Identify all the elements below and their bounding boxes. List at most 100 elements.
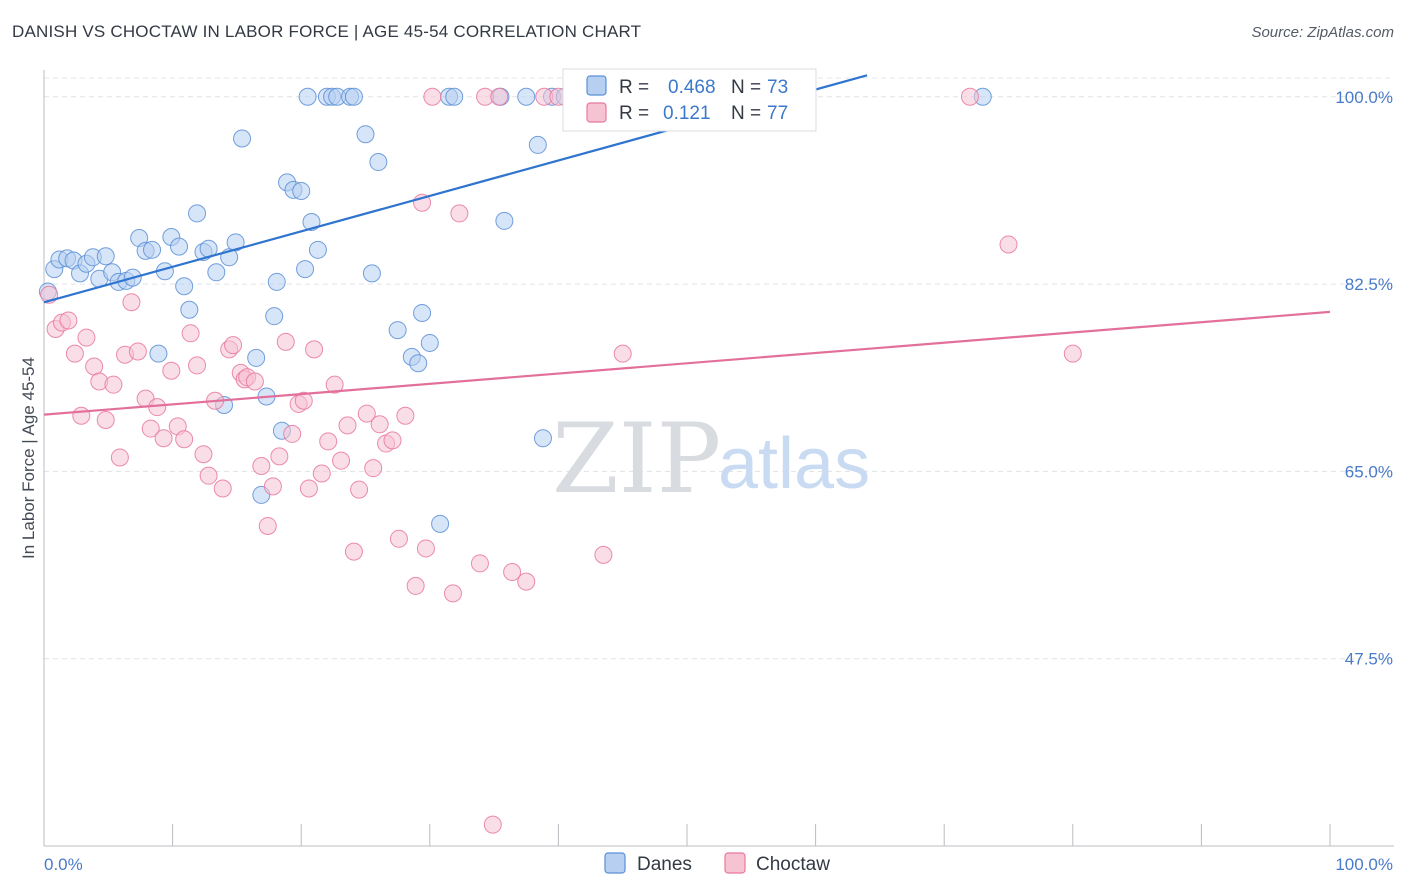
legend-swatch-danes bbox=[586, 75, 607, 96]
y-tick-label-2: 65.0% bbox=[1345, 462, 1393, 481]
point-danes-22 bbox=[180, 300, 199, 319]
point-choctaw-25 bbox=[199, 466, 218, 485]
legend-n-value-danes: 73 bbox=[767, 77, 788, 98]
y-tick-labels: 100.0% 82.5% 65.0% 47.5% bbox=[1335, 88, 1393, 669]
point-choctaw-45 bbox=[319, 432, 338, 451]
trend-line-choctaw bbox=[43, 310, 1331, 416]
point-choctaw-68 bbox=[503, 562, 522, 581]
y-axis-label: In Labor Force | Age 45-54 bbox=[19, 357, 38, 559]
point-choctaw-35 bbox=[258, 516, 277, 535]
point-choctaw-58 bbox=[406, 576, 425, 595]
point-choctaw-77 bbox=[960, 87, 979, 106]
point-danes-29 bbox=[226, 233, 245, 252]
point-danes-16 bbox=[143, 240, 162, 259]
point-choctaw-62 bbox=[443, 584, 462, 603]
point-choctaw-60 bbox=[416, 539, 435, 558]
point-choctaw-22 bbox=[181, 324, 200, 343]
legend-r-value-danes: 0.468 bbox=[668, 77, 716, 98]
point-choctaw-16 bbox=[141, 419, 160, 438]
point-choctaw-56 bbox=[389, 529, 408, 548]
point-danes-52 bbox=[388, 321, 407, 340]
point-danes-23 bbox=[188, 204, 207, 223]
point-choctaw-51 bbox=[357, 404, 376, 423]
point-danes-17 bbox=[149, 344, 168, 363]
point-danes-9 bbox=[96, 247, 115, 266]
point-choctaw-64 bbox=[470, 554, 489, 573]
point-danes-48 bbox=[344, 87, 363, 106]
point-choctaw-55 bbox=[383, 431, 402, 450]
point-danes-20 bbox=[170, 237, 189, 256]
point-choctaw-47 bbox=[332, 451, 351, 470]
point-danes-42 bbox=[308, 240, 327, 259]
y-tick-label-3: 47.5% bbox=[1345, 650, 1393, 669]
point-choctaw-18 bbox=[154, 429, 173, 448]
point-choctaw-71 bbox=[613, 344, 632, 363]
point-choctaw-42 bbox=[299, 479, 318, 498]
point-choctaw-48 bbox=[338, 416, 357, 435]
point-danes-54 bbox=[409, 354, 428, 373]
point-choctaw-63 bbox=[450, 204, 469, 223]
legend-r-value-choctaw: 0.121 bbox=[663, 103, 711, 124]
point-choctaw-44 bbox=[312, 464, 331, 483]
point-choctaw-19 bbox=[162, 361, 181, 380]
point-choctaw-38 bbox=[276, 332, 295, 351]
point-choctaw-9 bbox=[96, 411, 115, 430]
point-choctaw-39 bbox=[283, 424, 302, 443]
bottom-legend-swatch-choctaw bbox=[724, 852, 746, 874]
bottom-legend-label-danes: Danes bbox=[637, 854, 692, 875]
point-choctaw-4 bbox=[65, 344, 84, 363]
point-choctaw-3 bbox=[59, 311, 78, 330]
point-danes-63 bbox=[528, 135, 547, 154]
point-danes-40 bbox=[296, 260, 315, 279]
legend-swatch-choctaw bbox=[586, 102, 607, 123]
point-danes-55 bbox=[413, 303, 432, 322]
watermark-zip: ZIP bbox=[552, 403, 721, 515]
series-choctaw bbox=[40, 87, 1082, 834]
axes bbox=[43, 70, 1394, 847]
legend-n-value-choctaw: 77 bbox=[767, 103, 788, 124]
point-choctaw-41 bbox=[294, 391, 313, 410]
x-tick-label-min: 0.0% bbox=[44, 855, 83, 874]
point-choctaw-10 bbox=[104, 375, 123, 394]
point-choctaw-7 bbox=[85, 357, 104, 376]
point-danes-61 bbox=[495, 211, 514, 230]
bottom-legend-label-choctaw: Choctaw bbox=[756, 854, 830, 875]
point-danes-59 bbox=[445, 87, 464, 106]
point-choctaw-14 bbox=[128, 342, 147, 361]
point-choctaw-6 bbox=[77, 328, 96, 347]
point-choctaw-75 bbox=[999, 235, 1018, 254]
point-choctaw-13 bbox=[122, 293, 141, 312]
point-choctaw-52 bbox=[364, 459, 383, 478]
watermark-atlas: atlas bbox=[718, 424, 870, 504]
point-danes-51 bbox=[369, 153, 388, 172]
point-danes-50 bbox=[362, 264, 381, 283]
point-choctaw-66 bbox=[483, 815, 502, 834]
point-danes-30 bbox=[233, 129, 252, 148]
point-choctaw-24 bbox=[194, 445, 213, 464]
x-ticks bbox=[43, 824, 1331, 846]
point-danes-64 bbox=[533, 429, 552, 448]
y-tick-label-0: 100.0% bbox=[1335, 88, 1393, 107]
point-choctaw-27 bbox=[213, 479, 232, 498]
point-danes-21 bbox=[175, 277, 194, 296]
point-choctaw-34 bbox=[252, 457, 271, 476]
legend-n-label-danes: N = bbox=[731, 77, 761, 98]
legend-n-label-choctaw: N = bbox=[731, 103, 761, 124]
point-choctaw-46 bbox=[325, 375, 344, 394]
point-danes-56 bbox=[420, 333, 439, 352]
point-choctaw-61 bbox=[423, 87, 442, 106]
point-choctaw-69 bbox=[517, 572, 536, 591]
y-tick-label-1: 82.5% bbox=[1345, 275, 1393, 294]
legend-r-label-choctaw: R = bbox=[619, 103, 649, 124]
point-choctaw-53 bbox=[370, 415, 389, 434]
legend-box: R = 0.468 N = 73 R = 0.121 N = 77 bbox=[562, 68, 817, 132]
point-choctaw-5 bbox=[72, 406, 91, 425]
point-danes-39 bbox=[292, 181, 311, 200]
point-choctaw-21 bbox=[175, 430, 194, 449]
point-choctaw-76 bbox=[1063, 344, 1082, 363]
point-danes-34 bbox=[265, 307, 284, 326]
bottom-legend: Danes Choctaw bbox=[604, 852, 830, 875]
point-danes-35 bbox=[267, 272, 286, 291]
legend-r-label-danes: R = bbox=[619, 77, 649, 98]
point-choctaw-36 bbox=[263, 477, 282, 496]
